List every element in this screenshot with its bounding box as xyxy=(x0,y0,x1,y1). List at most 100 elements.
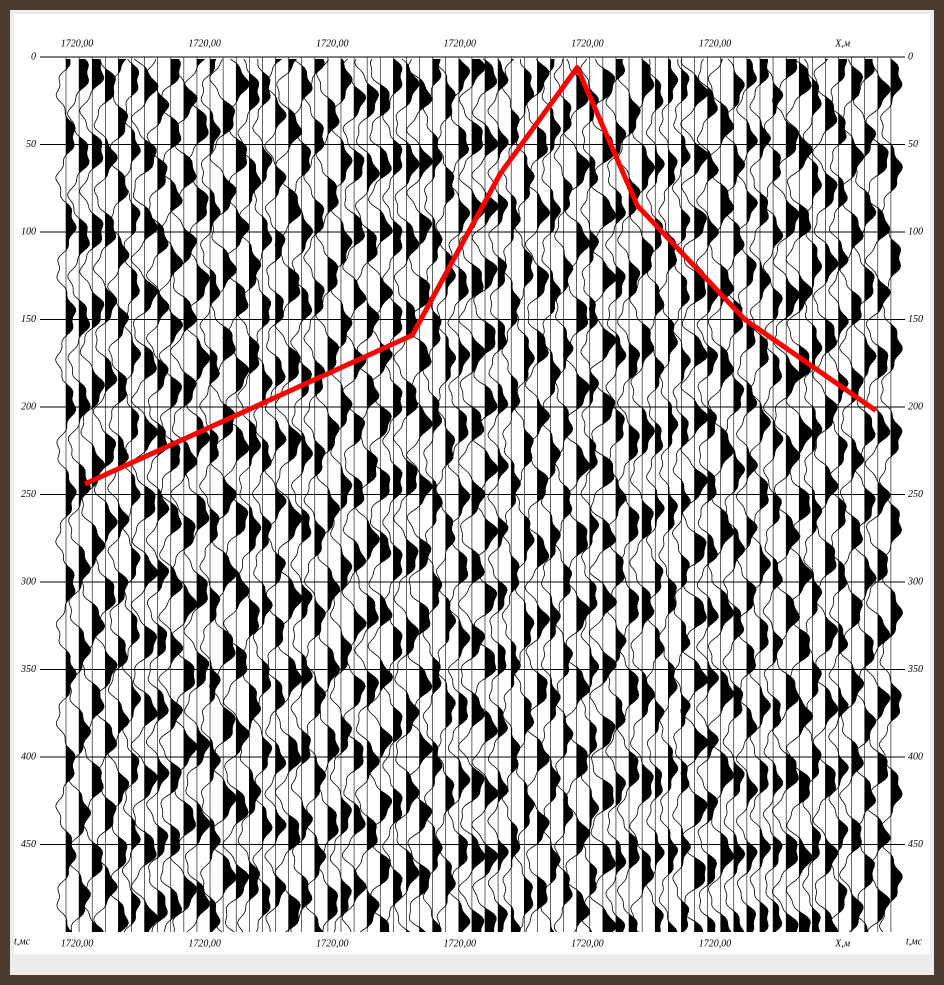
x-label: 1720,00 xyxy=(188,938,221,949)
trace xyxy=(367,58,394,933)
y-tick-label: 100 xyxy=(908,226,923,237)
trace xyxy=(658,58,679,933)
trace xyxy=(78,58,106,933)
trace xyxy=(169,58,198,933)
x-label: 1720,00 xyxy=(188,38,221,49)
trace-fill xyxy=(170,59,183,932)
y-tick-label: 200 xyxy=(21,401,36,412)
trace-fill xyxy=(773,59,783,932)
trace xyxy=(722,58,746,933)
y-tick-label: 400 xyxy=(21,751,36,762)
trace xyxy=(274,58,303,933)
trace-fill xyxy=(498,59,509,932)
trace xyxy=(735,58,758,933)
y-tick-label: 50 xyxy=(26,139,36,150)
y-tick-label: 0 xyxy=(31,51,36,62)
y-tick-label: 400 xyxy=(908,751,923,762)
x-label: 1720,00 xyxy=(699,938,732,949)
trace-fill xyxy=(236,59,250,932)
x-label: X,м xyxy=(834,938,851,949)
trace-fill xyxy=(681,59,691,932)
trace-fill xyxy=(733,59,745,932)
trace-fill xyxy=(249,59,261,932)
trace xyxy=(878,58,903,933)
trace xyxy=(393,58,420,933)
trace xyxy=(501,58,521,933)
trace-fill xyxy=(864,59,877,932)
trace xyxy=(222,58,250,933)
y-tick-label: 200 xyxy=(908,401,923,412)
y-tick-label: 300 xyxy=(20,576,36,587)
x-label: 1720,00 xyxy=(316,38,349,49)
trace xyxy=(422,58,443,933)
trace-fill xyxy=(406,59,420,932)
x-label: X,м xyxy=(834,38,851,49)
trace-fill xyxy=(314,59,326,932)
y-tick-label: 50 xyxy=(908,139,918,150)
trace-fill xyxy=(131,59,141,932)
trace xyxy=(771,58,801,933)
trace-fill xyxy=(629,59,641,932)
x-label: 1720,00 xyxy=(699,38,732,49)
trace xyxy=(315,58,341,933)
trace-fill xyxy=(720,59,734,932)
trace-fill xyxy=(838,59,849,932)
y-tick-label: 350 xyxy=(20,664,36,675)
trace xyxy=(749,58,772,933)
trace-fill xyxy=(275,59,287,932)
trace-fill xyxy=(419,59,433,932)
trace xyxy=(864,58,891,933)
y-tick-label: 300 xyxy=(907,576,923,587)
trace xyxy=(264,58,287,933)
trace-fill xyxy=(340,59,353,932)
trace xyxy=(852,59,877,933)
y-tick-label: 250 xyxy=(908,489,923,500)
trace-fill xyxy=(471,59,486,932)
trace xyxy=(55,58,77,933)
trace xyxy=(67,58,92,933)
trace-fill xyxy=(890,59,903,932)
trace-fill xyxy=(327,59,340,932)
trace-fill xyxy=(563,59,574,932)
trace-fill xyxy=(196,59,211,932)
trace xyxy=(290,58,313,933)
trace xyxy=(785,58,814,933)
trace xyxy=(696,58,720,932)
trace xyxy=(580,58,600,933)
y-axis-label: t,мс xyxy=(906,936,923,947)
x-label: 1720,00 xyxy=(444,938,477,949)
trace xyxy=(671,58,691,933)
trace xyxy=(130,58,159,933)
trace-fill xyxy=(799,59,813,932)
x-label: 1720,00 xyxy=(61,938,94,949)
trace xyxy=(405,58,434,933)
trace xyxy=(540,58,561,933)
trace-fill xyxy=(615,59,627,932)
y-tick-label: 250 xyxy=(21,489,36,500)
trace xyxy=(183,58,211,933)
trace-fill xyxy=(445,59,456,932)
x-label: 1720,00 xyxy=(571,38,604,49)
trace xyxy=(329,58,353,933)
trace-fill xyxy=(550,59,561,932)
trace-fill xyxy=(707,59,719,932)
trace xyxy=(645,58,665,933)
y-tick-label: 450 xyxy=(908,839,923,850)
trace-fill xyxy=(432,59,443,932)
y-tick-label: 100 xyxy=(21,226,36,237)
trace-fill xyxy=(210,59,221,932)
trace xyxy=(812,58,839,933)
y-tick-label: 350 xyxy=(907,664,923,675)
trace xyxy=(199,58,221,933)
trace xyxy=(237,58,262,933)
trace-fill xyxy=(66,59,77,932)
trace xyxy=(341,58,367,933)
trace-fill xyxy=(144,59,159,932)
trace-fill xyxy=(642,59,655,932)
trace-fill xyxy=(759,59,771,932)
trace xyxy=(303,58,327,933)
trace xyxy=(447,58,471,933)
trace xyxy=(121,58,142,933)
